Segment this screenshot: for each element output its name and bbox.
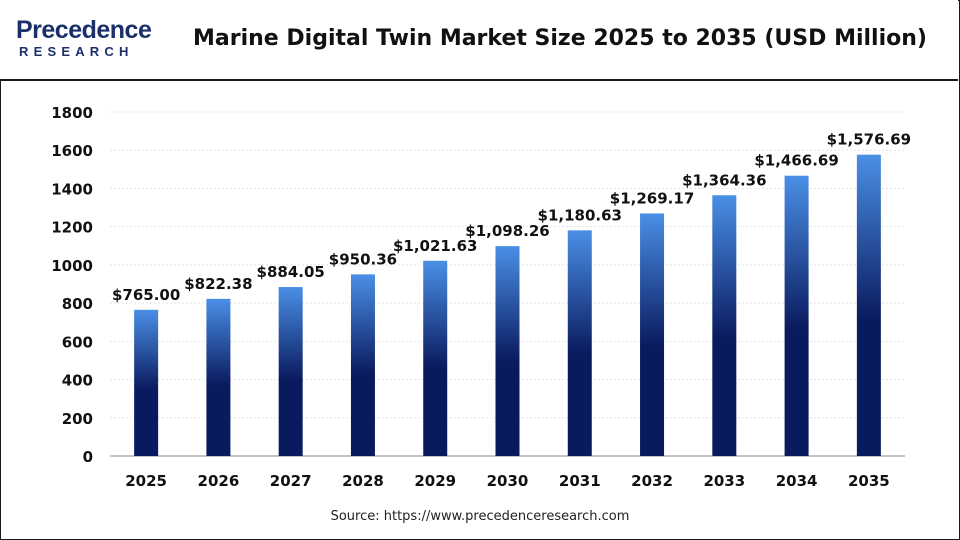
bar xyxy=(856,154,881,456)
data-label: $1,180.63 xyxy=(538,206,622,224)
data-label: $765.00 xyxy=(112,286,180,304)
data-labels: $765.00$822.38$884.05$950.36$1,021.63$1,… xyxy=(112,131,911,304)
bar xyxy=(350,274,375,456)
source-note: Source: https://www.precedenceresearch.c… xyxy=(330,509,630,524)
y-tick-label: 1400 xyxy=(51,180,93,198)
data-label: $1,269.17 xyxy=(610,189,694,207)
bar xyxy=(278,287,303,456)
data-label: $1,021.63 xyxy=(393,237,477,255)
bar xyxy=(712,195,737,456)
x-tick-label: 2025 xyxy=(125,472,167,490)
y-tick-label: 1200 xyxy=(51,219,93,237)
data-label: $1,364.36 xyxy=(682,171,766,189)
bar xyxy=(134,309,159,456)
brand-logo: Precedence RESEARCH xyxy=(16,16,166,64)
y-tick-label: 400 xyxy=(62,372,93,390)
y-tick-label: 1800 xyxy=(51,104,93,122)
bar xyxy=(784,175,809,456)
bar xyxy=(495,246,520,456)
x-tick-label: 2033 xyxy=(703,472,745,490)
data-label: $950.36 xyxy=(329,250,397,268)
x-tick-label: 2032 xyxy=(631,472,673,490)
axes: 0 200 400 600 800 1000 1200 1400 1600 1800 2025 202… xyxy=(51,104,905,490)
data-label: $1,576.69 xyxy=(827,131,911,149)
x-tick-label: 2028 xyxy=(342,472,384,490)
bars xyxy=(134,154,881,456)
x-tick-label: 2034 xyxy=(776,472,818,490)
data-label: $884.05 xyxy=(257,263,325,281)
x-tick-label: 2030 xyxy=(487,472,529,490)
logo-subtitle: RESEARCH xyxy=(19,44,134,59)
y-tick-label: 1000 xyxy=(51,257,93,275)
x-tick-label: 2026 xyxy=(198,472,240,490)
bar xyxy=(206,298,231,456)
x-tick-label: 2029 xyxy=(414,472,456,490)
data-label: $822.38 xyxy=(184,275,252,293)
bar xyxy=(423,260,448,456)
data-label: $1,098.26 xyxy=(465,222,549,240)
y-tick-label: 600 xyxy=(62,333,93,351)
x-tick-label: 2027 xyxy=(270,472,312,490)
y-tick-label: 800 xyxy=(62,295,93,313)
bar xyxy=(640,213,665,456)
chart-title: Marine Digital Twin Market Size 2025 to … xyxy=(193,26,927,51)
header: Precedence RESEARCH Marine Digital Twin … xyxy=(0,0,958,81)
y-tick-label: 1600 xyxy=(51,142,93,160)
data-label: $1,466.69 xyxy=(754,152,838,170)
bar xyxy=(567,230,592,456)
y-tick-label: 0 xyxy=(83,448,93,466)
x-tick-label: 2035 xyxy=(848,472,890,490)
x-tick-label: 2031 xyxy=(559,472,601,490)
bar-chart: 0 200 400 600 800 1000 1200 1400 1600 1800 2025 202… xyxy=(51,104,911,490)
y-tick-label: 200 xyxy=(62,410,93,428)
logo-wordmark: Precedence xyxy=(16,16,152,44)
